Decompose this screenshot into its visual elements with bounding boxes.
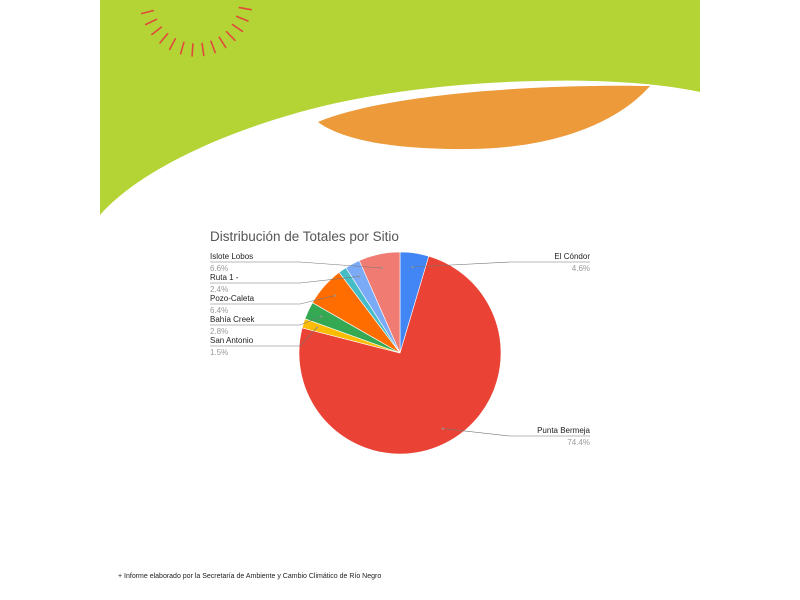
slice-label-bahia-creek: Bahía Creek [210,315,255,324]
burst-ray [159,32,169,44]
leader-dot-punta-bermeja [441,427,444,430]
slice-value-el-condor: 4.6% [572,264,590,273]
burst-ray [151,26,163,36]
leader-line-pozo-caleta [210,295,335,305]
leader-dot-san-antonio [316,326,318,329]
leader-dot-islote-lobos [381,267,384,269]
banner-green-shape [100,0,700,215]
sun-burst-decoration [140,6,252,57]
leader-line-ruta-1 [210,276,360,284]
leader-line-san-antonio [210,327,318,347]
leader-line-islote-lobos [210,261,383,269]
slice-label-el-condor: El Cóndor [554,252,590,261]
slice-label-islote-lobos: Islote Lobos [210,252,253,261]
burst-ray [225,30,236,42]
slice-label-san-antonio: San Antonio [210,336,254,345]
footer-note: + Informe elaborado por la Secretaría de… [118,573,382,580]
slice-value-islote-lobos: 6.6% [210,264,228,273]
slice-value-bahia-creek: 2.8% [210,327,228,336]
pie-slice-punta-bermeja [298,255,502,455]
slice-value-pozo-caleta: 6.4% [210,306,228,315]
burst-ray [179,41,185,55]
slice-labels: El Cóndor 4.6% Punta Bermeja 74.4% San Anton… [210,252,591,447]
slice-value-punta-bermeja: 74.4% [567,438,590,447]
leader-line-el-condor [412,261,590,268]
burst-ray [218,36,227,49]
slice-value-ruta-1: 2.4% [210,285,228,294]
slice-value-san-antonio: 1.5% [210,348,228,357]
burst-ray [238,6,252,11]
leader-dot-el-condor [411,266,414,268]
burst-ray [140,9,155,15]
pie-slice-islote-lobos [358,251,401,354]
leader-lines [210,261,590,437]
header-banner [100,0,700,215]
pie-slices [298,251,502,455]
burst-ray [191,43,194,57]
banner-orange-shape [318,85,650,150]
chart-title: Distribución de Totales por Sitio [210,229,399,244]
leader-line-punta-bermeja [442,428,590,437]
leader-dot-pozo-caleta [333,294,336,297]
burst-ray [231,23,244,33]
burst-ray [210,40,216,54]
burst-ray [168,37,177,51]
burst-ray [144,18,158,26]
slice-label-pozo-caleta: Pozo-Caleta [210,294,255,303]
slice-label-ruta-1: Ruta 1 - [210,273,239,282]
leader-line-bahia-creek [210,316,322,326]
burst-ray [236,15,249,22]
leader-dot-ruta-1 [358,275,361,278]
leader-dot-bahia-creek [320,315,323,318]
slice-label-punta-bermeja: Punta Bermeja [537,426,590,435]
burst-ray [201,42,205,57]
